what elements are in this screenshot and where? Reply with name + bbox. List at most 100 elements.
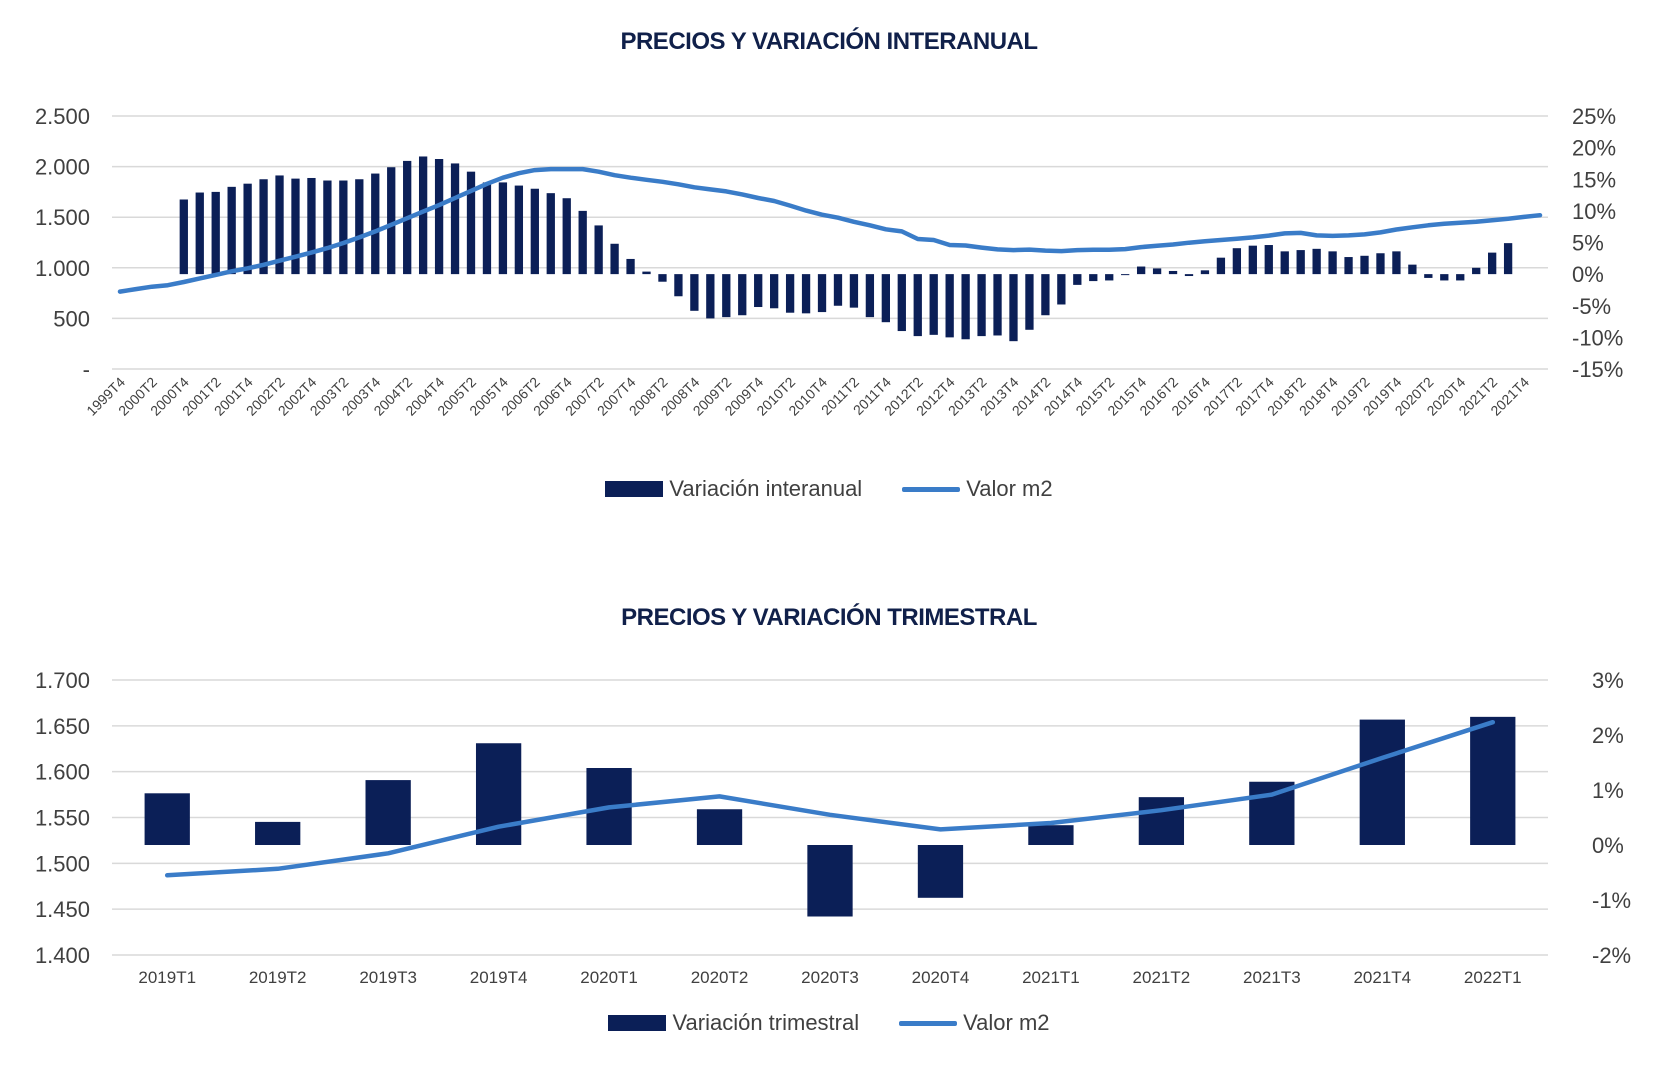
legend-label-bar: Variación trimestral bbox=[672, 1010, 860, 1035]
line-valor-m2 bbox=[164, 719, 1496, 878]
bar-variacion-interanual bbox=[1392, 251, 1401, 275]
chart-interanual: - 500 1.000 1.500 2.000 2.500 -15% -10% -5% 0% 5% 1… bbox=[35, 104, 1623, 419]
bar-variacion-interanual bbox=[1296, 250, 1305, 275]
bar-variacion-interanual bbox=[801, 274, 811, 314]
right-axis-tick: 20% bbox=[1572, 136, 1616, 161]
bar-variacion-interanual bbox=[833, 274, 843, 306]
bar-variacion-interanual bbox=[466, 171, 476, 275]
bar-variacion-trimestral bbox=[365, 780, 411, 845]
bar-variacion-interanual bbox=[770, 274, 779, 309]
legend-label-line: Valor m2 bbox=[963, 1010, 1050, 1035]
bar-variacion-interanual bbox=[594, 225, 603, 275]
x-axis-tick: 2020T3 bbox=[801, 968, 859, 987]
bar-variacion-interanual bbox=[259, 179, 268, 275]
bar-variacion-trimestral bbox=[144, 793, 190, 845]
bar-variacion-interanual bbox=[785, 274, 795, 313]
bar-variacion-trimestral bbox=[696, 809, 743, 845]
bar-variacion-interanual bbox=[195, 192, 204, 275]
left-axis-tick: 1.400 bbox=[35, 943, 90, 968]
bar-variacion-interanual bbox=[1041, 274, 1050, 316]
bar-variacion-interanual bbox=[546, 193, 555, 275]
left-axis-tick: 1.500 bbox=[35, 851, 90, 876]
left-axis-tick: 500 bbox=[53, 306, 90, 331]
bar-variacion-interanual bbox=[1456, 274, 1465, 281]
bar-variacion-interanual bbox=[1216, 257, 1226, 275]
x-axis-tick: 2021T2 bbox=[1133, 968, 1191, 987]
bar-variacion-interanual bbox=[1136, 266, 1146, 275]
legend-item-bar: Variación interanual bbox=[605, 476, 862, 502]
bar-variacion-interanual bbox=[211, 191, 220, 275]
bar-variacion-interanual bbox=[945, 274, 954, 338]
left-axis-tick: 1.500 bbox=[35, 205, 90, 230]
x-axis-tick: 2021T1 bbox=[1022, 968, 1080, 987]
bar-variacion-interanual bbox=[323, 180, 332, 275]
bar-variacion-interanual bbox=[706, 274, 715, 319]
bar-variacion-interanual bbox=[530, 188, 539, 275]
left-axis-tick: 2.500 bbox=[35, 104, 90, 129]
bar-variacion-interanual bbox=[227, 186, 236, 275]
bar-variacion-interanual bbox=[897, 274, 906, 332]
bar-variacion-interanual bbox=[881, 274, 890, 323]
bar-variacion-trimestral bbox=[1359, 719, 1405, 845]
bar-variacion-interanual bbox=[642, 271, 651, 275]
bar-variacion-trimestral bbox=[1470, 716, 1516, 845]
bar-variacion-interanual bbox=[1360, 255, 1369, 275]
bar-variacion-interanual bbox=[1089, 274, 1098, 282]
x-axis-tick: 2019T2 bbox=[249, 968, 307, 987]
x-axis-tick: 2021T3 bbox=[1243, 968, 1301, 987]
bar-variacion-interanual bbox=[307, 177, 316, 275]
bar-variacion-interanual bbox=[817, 274, 827, 313]
bar-variacion-interanual bbox=[339, 180, 348, 275]
right-axis-tick: 25% bbox=[1572, 104, 1616, 129]
bar-variacion-interanual bbox=[482, 182, 492, 275]
right-axis-tick: -2% bbox=[1592, 943, 1631, 968]
bar-variacion-interanual bbox=[610, 243, 619, 275]
bar-variacion-interanual bbox=[434, 159, 444, 275]
legend-item-bar: Variación trimestral bbox=[608, 1010, 859, 1036]
bar-variacion-interanual bbox=[1440, 274, 1449, 281]
bar-variacion-interanual bbox=[1073, 274, 1082, 285]
legend-swatch-line bbox=[899, 1020, 958, 1026]
chart-trimestral: 1.400 1.450 1.500 1.550 1.600 1.650 1.700 -2% -1… bbox=[35, 668, 1631, 987]
right-axis-tick: 1% bbox=[1592, 778, 1624, 803]
bar-variacion-interanual bbox=[1280, 251, 1289, 275]
x-axis-tick: 2020T1 bbox=[580, 968, 638, 987]
bar-variacion-interanual bbox=[243, 183, 252, 275]
line-valor-m2 bbox=[117, 166, 1543, 294]
bar-variacion-interanual bbox=[498, 182, 508, 275]
bar-variacion-interanual bbox=[1424, 274, 1433, 278]
bar-variacion-interanual bbox=[849, 274, 859, 308]
x-axis-tick: 2019T4 bbox=[470, 968, 528, 987]
bar-variacion-interanual bbox=[1472, 267, 1481, 275]
x-axis-tick: 2020T4 bbox=[912, 968, 970, 987]
legend-swatch-bar bbox=[605, 481, 664, 497]
bar-variacion-interanual bbox=[913, 274, 922, 337]
right-axis-tick: -10% bbox=[1572, 325, 1623, 350]
bar-variacion-interanual bbox=[865, 274, 875, 318]
legend-item-line: Valor m2 bbox=[899, 1010, 1050, 1036]
bar-variacion-interanual bbox=[722, 274, 731, 318]
left-axis-tick: 1.550 bbox=[35, 806, 90, 831]
x-axis-tick: 2021T4 bbox=[1353, 968, 1411, 987]
bar-variacion-trimestral bbox=[807, 845, 853, 917]
left-axis-tick: 1.650 bbox=[35, 714, 90, 739]
bar-variacion-interanual bbox=[674, 274, 683, 297]
bar-variacion-interanual bbox=[690, 274, 699, 311]
bar-variacion-trimestral bbox=[917, 845, 964, 898]
bar-variacion-interanual bbox=[355, 179, 364, 275]
bar-variacion-interanual bbox=[291, 178, 300, 275]
bar-variacion-interanual bbox=[418, 156, 428, 275]
legend-label-line: Valor m2 bbox=[966, 476, 1053, 501]
chart-title-trimestral: PRECIOS Y VARIACIÓN TRIMESTRAL bbox=[621, 604, 1037, 631]
legend-trimestral: Variación trimestral Valor m2 bbox=[0, 1010, 1658, 1036]
bar-variacion-interanual bbox=[1232, 248, 1242, 275]
bar-variacion-interanual bbox=[275, 175, 284, 275]
bar-variacion-interanual bbox=[562, 198, 571, 275]
bar-variacion-interanual bbox=[1200, 270, 1210, 275]
bar-variacion-interanual bbox=[754, 274, 763, 308]
left-axis-tick: 1.700 bbox=[35, 668, 90, 693]
bar-variacion-interanual bbox=[1328, 251, 1337, 275]
left-axis-tick: 1.600 bbox=[35, 760, 90, 785]
left-axis-tick: 2.000 bbox=[35, 155, 90, 180]
bar-variacion-interanual bbox=[1025, 274, 1034, 330]
